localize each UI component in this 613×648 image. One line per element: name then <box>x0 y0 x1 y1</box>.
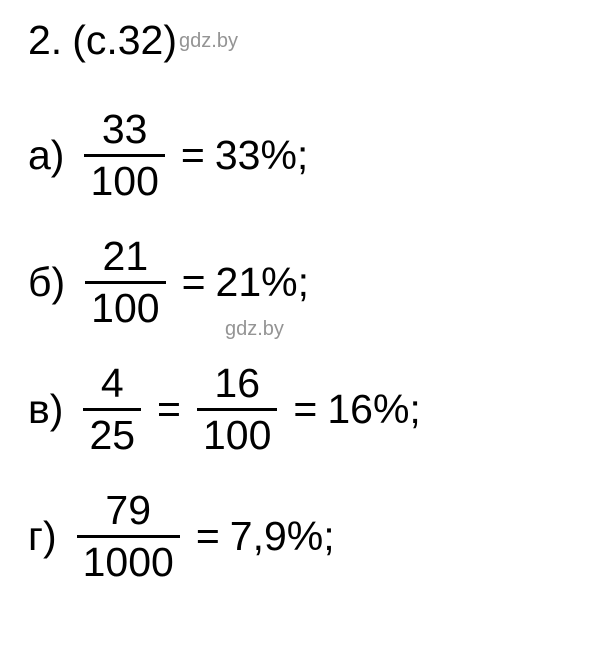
equals-sign: = <box>196 516 220 557</box>
row-v: в) 4 25 = 16 100 = 16%; <box>28 363 585 456</box>
fraction: 33 100 <box>84 109 164 202</box>
problem-number: 2. <box>28 20 62 61</box>
equals-sign: = <box>293 389 317 430</box>
fraction: 16 100 <box>197 363 277 456</box>
fraction-denominator: 100 <box>85 284 165 329</box>
equals-sign: = <box>181 135 205 176</box>
page-number: 32 <box>118 20 164 61</box>
fraction-denominator: 100 <box>197 411 277 456</box>
source-superscript: gdz.by <box>179 31 238 51</box>
header-line: 2. (с. 32 ) gdz.by <box>28 20 585 61</box>
result-text: 7,9%; <box>230 516 335 557</box>
result-text: 21%; <box>216 262 309 303</box>
equals-sign: = <box>157 389 181 430</box>
fraction: 21 100 <box>85 236 165 329</box>
page-paren-close: ) <box>163 20 177 61</box>
fraction: 4 25 <box>83 363 141 456</box>
fraction-numerator: 4 <box>95 363 130 408</box>
fraction-numerator: 79 <box>99 490 157 535</box>
row-label: а) <box>28 135 64 176</box>
row-label: в) <box>28 389 63 430</box>
fraction-denominator: 1000 <box>77 538 180 583</box>
result-text: 33%; <box>215 135 308 176</box>
row-b: б) 21 100 = 21%; <box>28 236 585 329</box>
fraction-denominator: 25 <box>83 411 141 456</box>
result-text: 16%; <box>327 389 420 430</box>
fraction-numerator: 16 <box>208 363 266 408</box>
fraction: 79 1000 <box>77 490 180 583</box>
fraction-numerator: 21 <box>97 236 155 281</box>
fraction-numerator: 33 <box>96 109 154 154</box>
page-paren-open: (с. <box>72 20 118 61</box>
row-label: б) <box>28 262 65 303</box>
row-a: а) 33 100 = 33%; <box>28 109 585 202</box>
row-label: г) <box>28 516 57 557</box>
equals-sign: = <box>182 262 206 303</box>
fraction-denominator: 100 <box>84 157 164 202</box>
row-g: г) 79 1000 = 7,9%; <box>28 490 585 583</box>
